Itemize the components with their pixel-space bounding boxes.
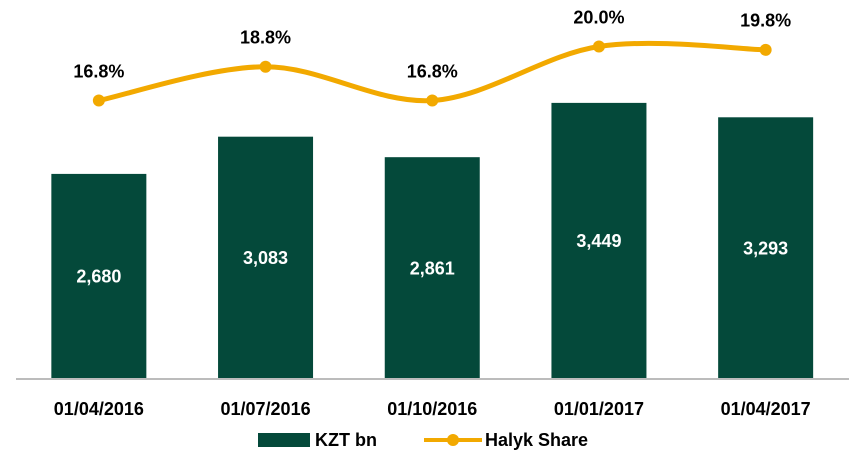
line-point [759,43,772,56]
bar [718,117,814,378]
line-value-label: 16.8% [73,61,124,81]
legend-label: KZT bn [315,430,377,450]
x-tick-label: 01/07/2016 [221,399,311,419]
line-value-label: 20.0% [573,7,624,27]
bar [384,157,480,378]
bar-value-label: 3,449 [576,231,621,251]
line-value-label: 19.8% [740,11,791,31]
bar-value-label: 2,861 [410,258,455,278]
legend-swatch-dot [447,434,459,446]
line-point [426,94,439,107]
legend-swatch [258,433,310,447]
bar [51,173,147,378]
bar [551,102,647,378]
line-point [92,94,105,107]
line-point [259,60,272,73]
line-point [592,40,605,53]
x-tick-label: 01/01/2017 [554,399,644,419]
legend-label: Halyk Share [485,430,588,450]
x-tick-label: 01/04/2016 [54,399,144,419]
x-tick-label: 01/04/2017 [721,399,811,419]
line-value-label: 18.8% [240,28,291,48]
bar-value-label: 2,680 [76,267,121,287]
x-tick-label: 01/10/2016 [387,399,477,419]
bar [218,136,314,378]
line-value-label: 16.8% [407,61,458,81]
bar-value-label: 3,083 [243,248,288,268]
bar-value-label: 3,293 [743,238,788,258]
